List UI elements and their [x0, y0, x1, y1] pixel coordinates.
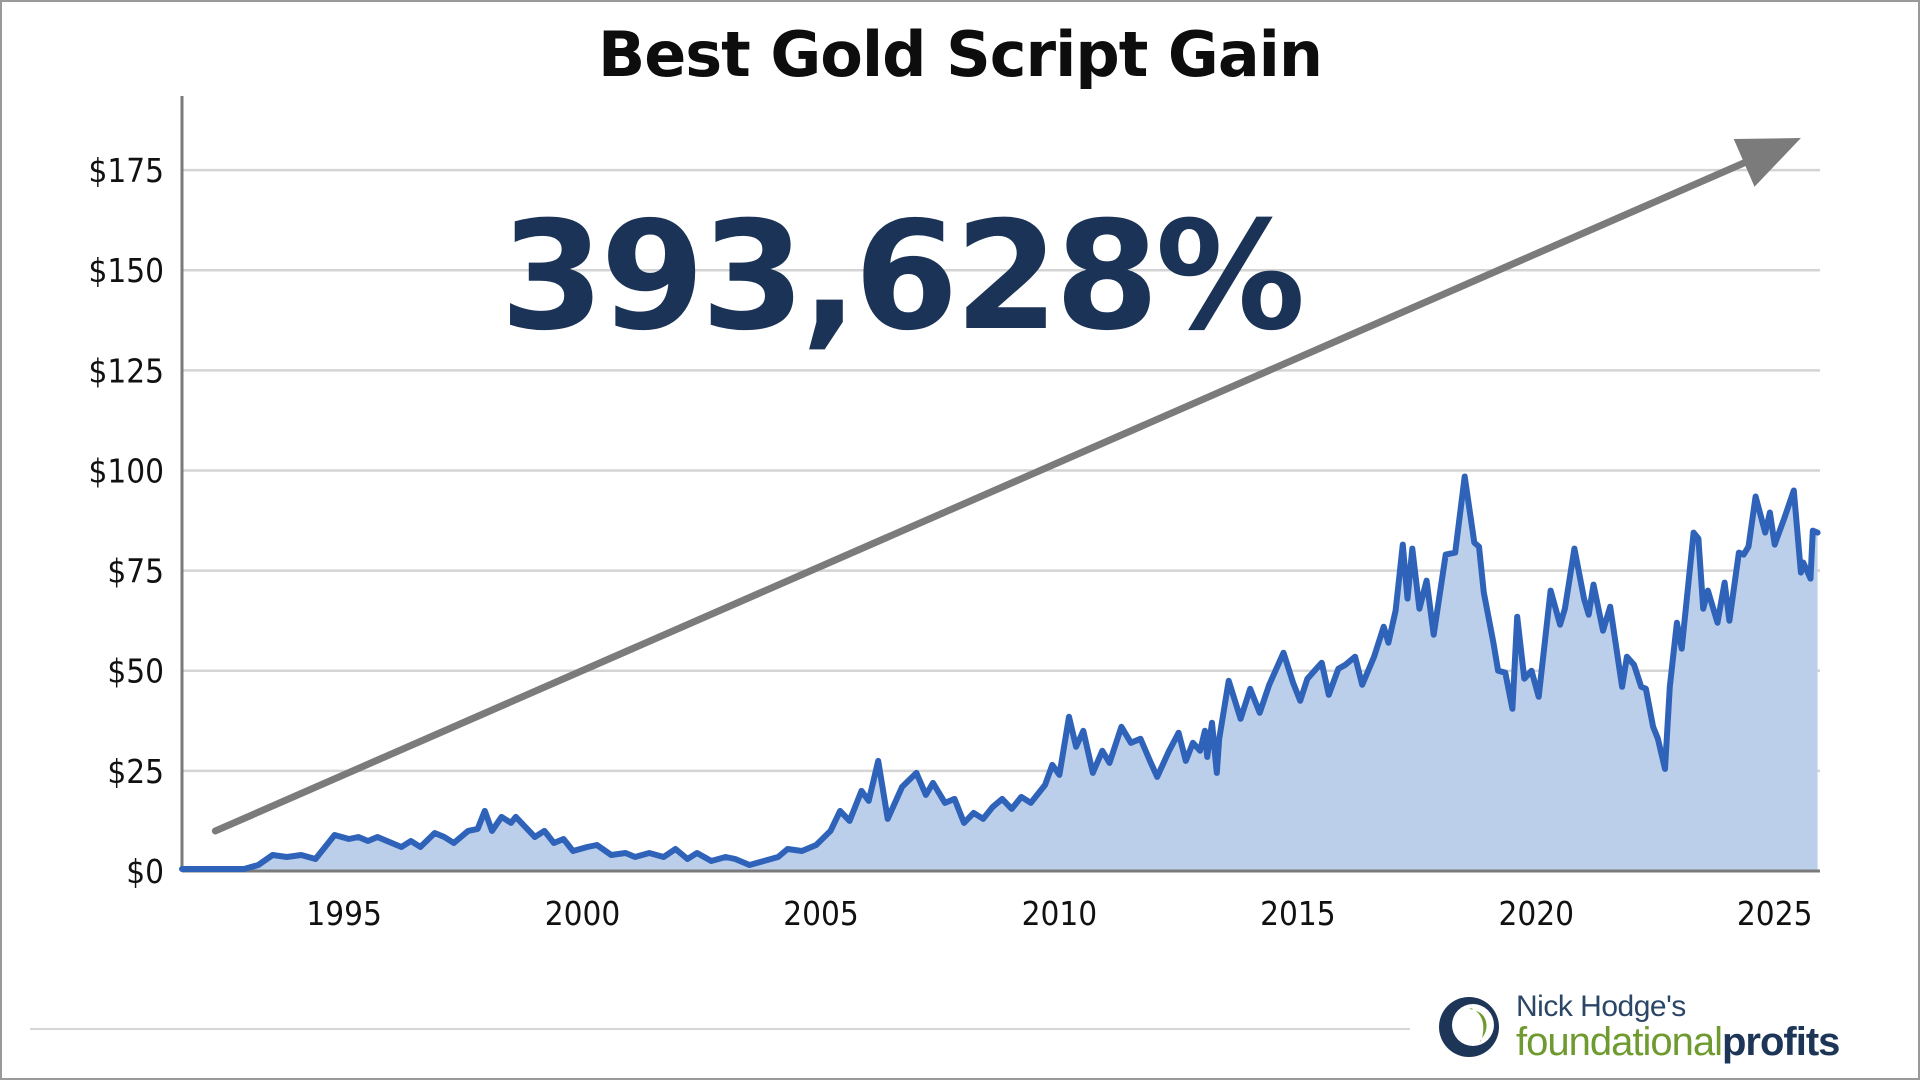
x-tick-label: 2000 — [545, 894, 621, 933]
trend-arrow-head — [1733, 138, 1801, 187]
series-line — [179, 473, 1821, 872]
series-area — [182, 476, 1818, 871]
x-tick-label: 2015 — [1260, 894, 1336, 933]
brand-name-part2: profits — [1721, 1020, 1840, 1064]
x-tick-label: 2005 — [783, 894, 859, 933]
y-tick-label: $25 — [107, 752, 164, 791]
chart-title: Best Gold Script Gain — [597, 18, 1323, 91]
trend-arrow — [211, 138, 1801, 835]
gain-percentage-label: 393,628% — [500, 190, 1302, 364]
x-tick-label: 2025 — [1737, 894, 1813, 933]
circle-swoosh-logo-icon — [1439, 997, 1499, 1057]
y-tick-label: $75 — [107, 552, 164, 591]
brand-owner-name: Nick Hodge's — [1516, 990, 1686, 1023]
grid-lines — [182, 168, 1820, 773]
brand-name-part1: foundational — [1516, 1020, 1723, 1064]
y-tick-label: $50 — [107, 652, 164, 691]
x-tick-label: 2010 — [1022, 894, 1098, 933]
x-tick-label: 1995 — [306, 894, 382, 933]
y-tick-label: $125 — [88, 351, 164, 390]
footer-divider — [30, 1028, 1410, 1030]
y-axis-ticks: $0 $25 $50 $75 $100 $125 $150 $175 — [88, 151, 164, 891]
x-tick-label: 2020 — [1498, 894, 1574, 933]
y-tick-label: $0 — [126, 852, 164, 891]
y-tick-label: $150 — [88, 251, 164, 290]
y-tick-label: $100 — [88, 451, 164, 490]
brand-logo-block: Nick Hodge's foundationalprofits — [1436, 990, 1896, 1070]
y-tick-label: $175 — [88, 151, 164, 190]
trend-arrow-shaft — [211, 159, 1748, 835]
brand-name: foundationalprofits — [1516, 1020, 1840, 1065]
x-axis-ticks: 1995 2000 2005 2010 2015 2020 2025 — [306, 894, 1812, 933]
axes — [180, 96, 1820, 873]
